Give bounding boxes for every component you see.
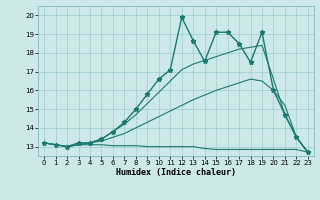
X-axis label: Humidex (Indice chaleur): Humidex (Indice chaleur) [116,168,236,177]
